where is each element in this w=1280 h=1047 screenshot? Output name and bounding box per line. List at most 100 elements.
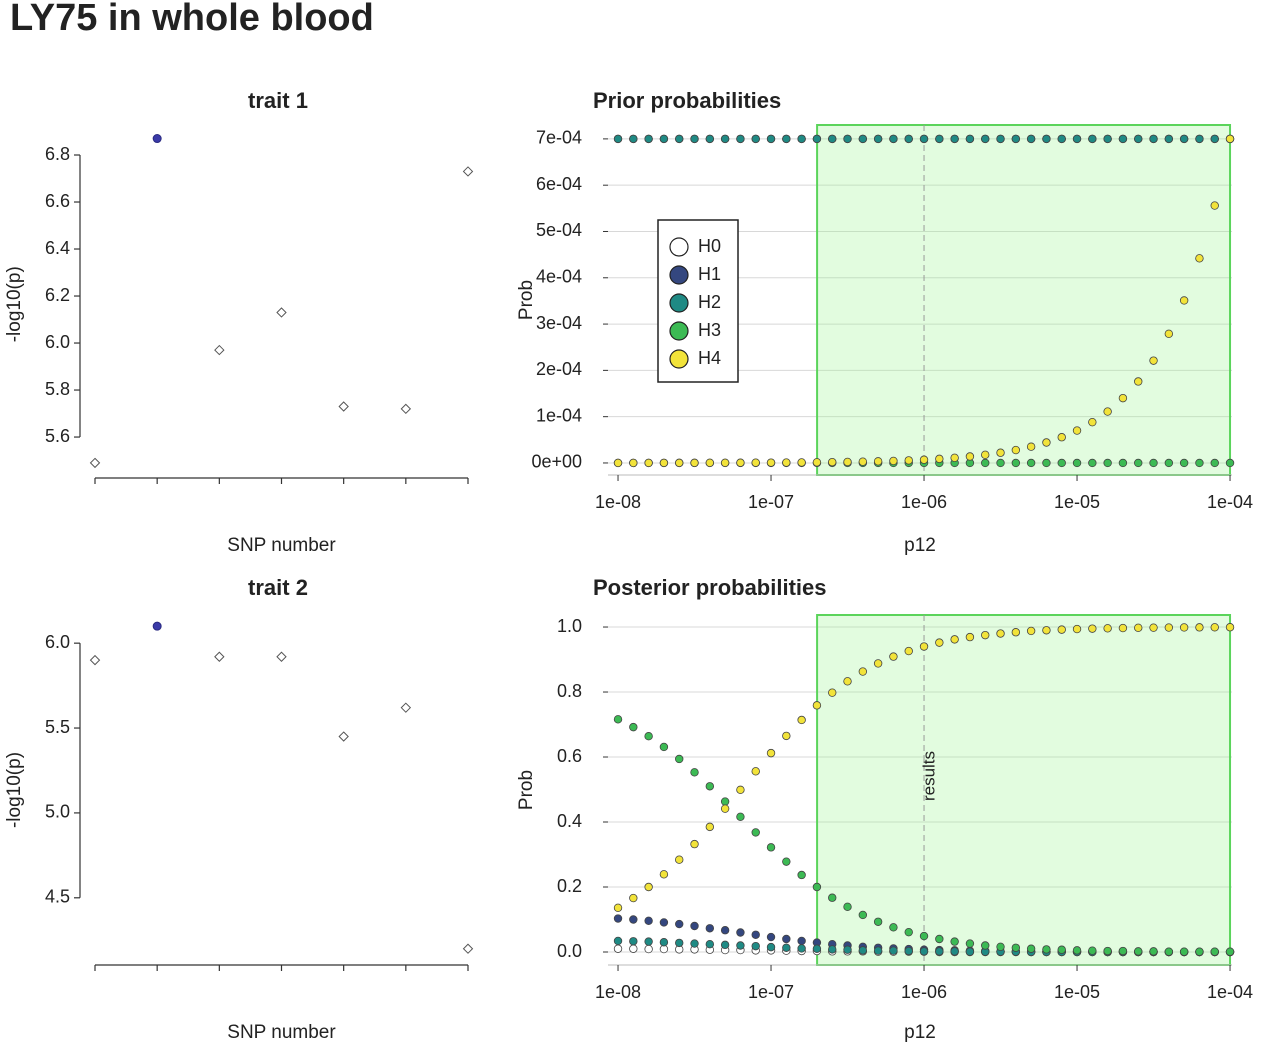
point xyxy=(904,927,913,937)
y-tick-label: 0.8 xyxy=(557,681,582,701)
point xyxy=(690,768,699,777)
point xyxy=(1210,134,1219,144)
snp-point xyxy=(462,166,474,177)
point xyxy=(1195,947,1204,956)
point xyxy=(996,942,1005,952)
point xyxy=(889,923,898,932)
point xyxy=(1026,944,1036,953)
point xyxy=(690,939,699,948)
point xyxy=(797,944,806,953)
point xyxy=(889,652,898,661)
point xyxy=(1179,134,1189,144)
point xyxy=(797,715,806,725)
point xyxy=(858,946,868,955)
y-tick-label: 5.0 xyxy=(45,802,70,822)
point xyxy=(659,458,669,468)
point xyxy=(843,457,852,467)
panel-title: Prior probabilities xyxy=(593,88,781,113)
x-tick-label: 1e-04 xyxy=(1207,982,1253,1002)
point xyxy=(644,937,653,946)
point xyxy=(950,937,959,946)
y-axis-label: -log10(p) xyxy=(4,266,25,342)
point xyxy=(675,938,684,948)
point xyxy=(705,924,715,933)
point xyxy=(720,804,730,813)
point xyxy=(950,635,959,644)
point xyxy=(736,458,745,467)
point xyxy=(904,946,913,956)
point xyxy=(1042,626,1051,635)
point xyxy=(766,748,776,758)
legend-swatch xyxy=(669,265,689,285)
y-tick-label: 5.5 xyxy=(45,717,70,737)
point xyxy=(1195,623,1204,632)
legend-swatch xyxy=(669,321,689,341)
point xyxy=(904,456,913,465)
point xyxy=(935,134,944,144)
point xyxy=(705,134,715,144)
x-tick-label: 1e-07 xyxy=(748,982,794,1002)
point xyxy=(659,134,669,144)
snp-point xyxy=(152,621,162,631)
point xyxy=(858,457,868,466)
point xyxy=(1164,947,1174,956)
legend-swatch xyxy=(669,293,689,313)
point xyxy=(1026,626,1036,636)
point xyxy=(751,828,760,837)
point xyxy=(629,893,638,903)
point xyxy=(873,917,883,926)
y-tick-label: 3e-04 xyxy=(536,313,582,333)
y-tick-label: 6.4 xyxy=(45,238,70,258)
point xyxy=(981,450,990,460)
point xyxy=(919,642,929,651)
point xyxy=(1164,329,1174,338)
panel: Prior probabilities p12 Prob 0e+00 1e-04 2e-0… xyxy=(516,88,1253,556)
y-tick-label: 6.0 xyxy=(45,632,70,652)
point xyxy=(919,455,929,464)
point xyxy=(1225,623,1235,632)
point xyxy=(981,630,990,640)
snp-point xyxy=(462,943,474,954)
point xyxy=(644,732,653,741)
panel: trait 2 SNP number -log10(p) 4.5 5.0 5.5 6.0 xyxy=(4,575,474,1043)
legend-label: H4 xyxy=(698,348,721,368)
point xyxy=(843,677,852,686)
point xyxy=(613,903,623,913)
point xyxy=(720,797,730,806)
point xyxy=(751,767,760,776)
point xyxy=(613,936,623,946)
point xyxy=(1149,623,1158,632)
point xyxy=(644,134,653,144)
x-tick-label: 1e-04 xyxy=(1207,492,1253,512)
point xyxy=(705,458,715,468)
point xyxy=(1225,134,1235,144)
point xyxy=(1134,377,1143,386)
point xyxy=(1134,623,1143,633)
point xyxy=(736,134,745,144)
point xyxy=(1011,458,1021,468)
point xyxy=(1072,624,1082,634)
point xyxy=(736,941,745,950)
x-tick-label: 1e-06 xyxy=(901,982,947,1002)
y-tick-label: 0e+00 xyxy=(531,452,582,472)
point xyxy=(720,134,730,144)
point xyxy=(1072,458,1082,468)
legend-swatch xyxy=(669,237,689,257)
page-title: LY75 in whole blood xyxy=(10,0,374,39)
point xyxy=(1057,625,1066,634)
point xyxy=(736,928,745,937)
point xyxy=(1011,134,1021,144)
y-tick-label: 6e-04 xyxy=(536,174,582,194)
point xyxy=(1057,433,1066,442)
panel-title: trait 1 xyxy=(248,88,308,113)
point xyxy=(1103,624,1112,633)
point xyxy=(659,918,669,927)
y-tick-label: 6.8 xyxy=(45,144,70,164)
point xyxy=(690,921,699,931)
legend-label: H2 xyxy=(698,292,721,312)
point xyxy=(1164,458,1174,468)
point xyxy=(1118,623,1128,633)
panel: Posterior probabilities p12 Prob results 0.0… xyxy=(516,575,1253,1043)
point xyxy=(965,452,975,461)
